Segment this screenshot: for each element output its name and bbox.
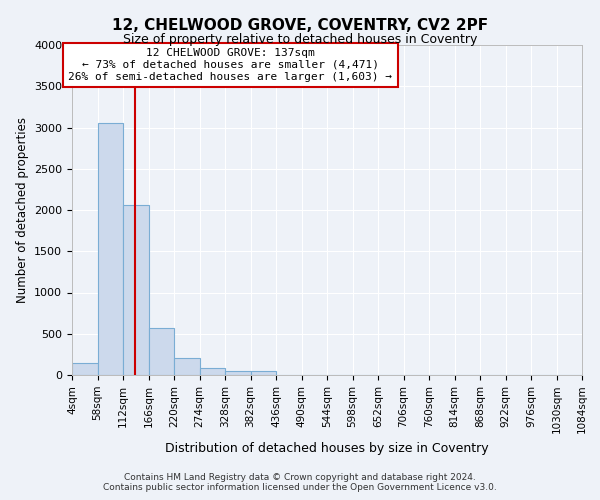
Bar [97, 122, 123, 375]
Bar [200, 368, 225, 375]
X-axis label: Distribution of detached houses by size in Coventry: Distribution of detached houses by size … [165, 442, 489, 454]
Text: 12 CHELWOOD GROVE: 137sqm
← 73% of detached houses are smaller (4,471)
26% of se: 12 CHELWOOD GROVE: 137sqm ← 73% of detac… [68, 48, 392, 82]
Bar [72, 362, 97, 375]
Bar [174, 358, 199, 375]
Text: Contains HM Land Registry data © Crown copyright and database right 2024.
Contai: Contains HM Land Registry data © Crown c… [103, 473, 497, 492]
Bar [123, 205, 149, 375]
Text: Size of property relative to detached houses in Coventry: Size of property relative to detached ho… [123, 32, 477, 46]
Bar [149, 328, 174, 375]
Text: 12, CHELWOOD GROVE, COVENTRY, CV2 2PF: 12, CHELWOOD GROVE, COVENTRY, CV2 2PF [112, 18, 488, 32]
Bar [251, 371, 276, 375]
Bar [225, 371, 251, 375]
Y-axis label: Number of detached properties: Number of detached properties [16, 117, 29, 303]
